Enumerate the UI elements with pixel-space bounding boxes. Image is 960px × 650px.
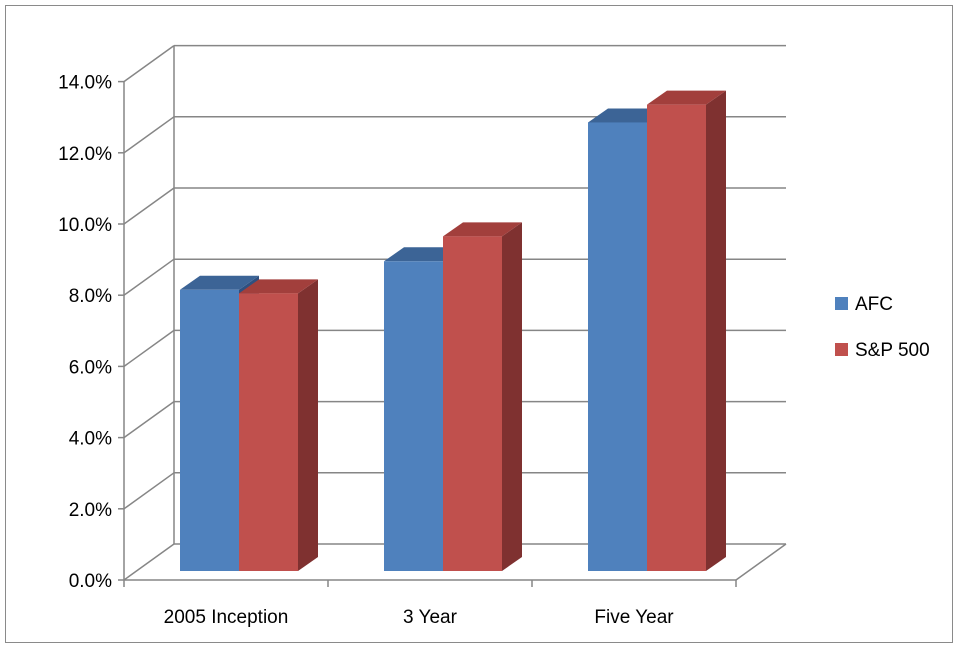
x-axis-labels: 2005 Inception 3 Year Five Year: [164, 607, 675, 628]
y-tick-label: 10.0%: [58, 215, 112, 236]
legend-item: AFC: [835, 294, 893, 315]
y-tick-label: 2.0%: [69, 500, 112, 521]
y-tick-label: 8.0%: [69, 286, 112, 307]
legend: AFC S&P 500: [835, 294, 930, 361]
gridline: [123, 44, 786, 83]
x-tick-label: 2005 Inception: [164, 607, 289, 628]
y-tick-label: 0.0%: [69, 571, 112, 592]
axes: [118, 80, 737, 587]
y-axis-labels: 0.0% 2.0% 4.0% 6.0% 8.0% 10.0% 12.0% 14.0%: [58, 73, 112, 592]
chart-walls: [123, 45, 787, 581]
bar: [647, 90, 726, 571]
y-tick-label: 6.0%: [69, 357, 112, 378]
x-tick-label: 3 Year: [403, 607, 458, 628]
legend-swatch: [835, 297, 848, 310]
legend-swatch: [835, 343, 848, 356]
y-tick-label: 4.0%: [69, 429, 112, 450]
chart-wall-edges: [123, 45, 787, 581]
legend-label: AFC: [855, 294, 893, 315]
legend-item: S&P 500: [835, 340, 930, 361]
x-tick-label: Five Year: [594, 607, 674, 628]
y-tick-label: 12.0%: [58, 144, 112, 165]
y-tick-label: 14.0%: [58, 73, 112, 94]
bar: [239, 279, 318, 571]
bars: [180, 90, 726, 572]
bar: [443, 222, 522, 572]
legend-label: S&P 500: [855, 340, 930, 361]
